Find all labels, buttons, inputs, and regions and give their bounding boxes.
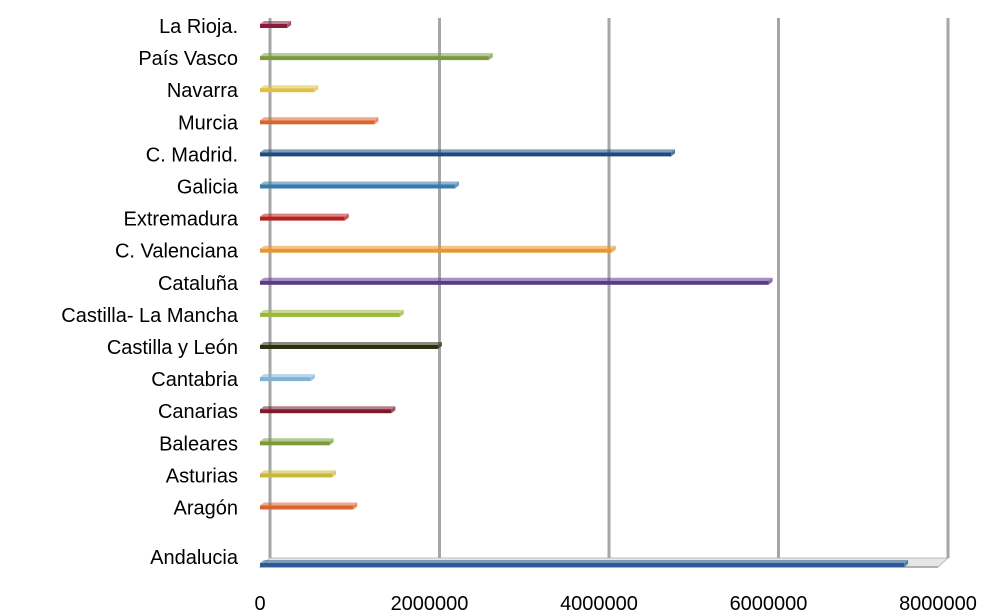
bar-end-11 — [454, 181, 459, 189]
bar-end-9 — [611, 245, 616, 253]
bar-top-2 — [260, 470, 337, 474]
bar-front-16 — [260, 24, 288, 28]
x-tick-labels: 0 2000000 4000000 6000000 8000000 — [254, 593, 977, 615]
bar-end-5 — [310, 374, 315, 382]
category-label-4: Canarias — [158, 401, 238, 423]
category-label-13: Murcia — [178, 112, 239, 134]
category-label-16: La Rioja. — [159, 16, 238, 38]
x-tick-label-1: 2000000 — [391, 593, 469, 615]
bar-end-2 — [332, 470, 337, 478]
bar-6 — [260, 342, 442, 349]
bar-front-9 — [260, 248, 612, 253]
bar-front-1 — [260, 505, 354, 510]
x-tick-label-0: 0 — [254, 593, 265, 615]
bar-top-4 — [260, 406, 396, 410]
bar-front-12 — [260, 152, 672, 157]
bar-15 — [260, 53, 493, 61]
gridlines — [268, 18, 950, 558]
category-label-10: Extremadura — [124, 209, 239, 231]
bar-top-12 — [260, 149, 676, 153]
bar-front-10 — [260, 216, 345, 221]
bar-end-16 — [287, 21, 292, 28]
bar-end-3 — [329, 438, 334, 446]
bar-top-6 — [260, 342, 442, 345]
bar-front-11 — [260, 184, 455, 189]
category-label-3: Baleares — [159, 433, 238, 455]
bar-2 — [260, 470, 337, 478]
bar-front-4 — [260, 409, 392, 414]
bar-front-5 — [260, 377, 311, 382]
bar-top-9 — [260, 245, 616, 249]
bar-12 — [260, 149, 676, 157]
bar-top-0 — [260, 560, 909, 563]
bar-9 — [260, 245, 616, 253]
bar-14 — [260, 85, 319, 93]
bars — [260, 21, 909, 567]
bar-5 — [260, 374, 315, 382]
bar-front-7 — [260, 312, 400, 317]
category-label-1: Aragón — [174, 498, 239, 520]
category-label-6: Castilla y León — [107, 337, 238, 359]
category-label-15: País Vasco — [138, 48, 238, 70]
x-tick-label-4: 8000000 — [899, 593, 977, 615]
bar-front-3 — [260, 441, 330, 446]
bar-end-10 — [344, 213, 349, 221]
bar-top-3 — [260, 438, 334, 442]
category-label-5: Cantabria — [151, 369, 239, 391]
bar-7 — [260, 309, 404, 317]
bar-end-8 — [768, 277, 773, 285]
bar-front-6 — [260, 345, 438, 349]
category-label-7: Castilla- La Mancha — [61, 305, 239, 327]
bar-end-6 — [437, 342, 442, 349]
category-label-11: Galicia — [177, 177, 239, 199]
bar-top-1 — [260, 502, 358, 506]
category-labels: Andalucia Aragón Asturias Baleares Canarias C… — [61, 16, 239, 569]
bar-end-14 — [314, 85, 319, 93]
bar-top-16 — [260, 21, 292, 24]
category-label-8: Cataluña — [158, 273, 239, 295]
bar-end-0 — [904, 560, 909, 567]
bar-13 — [260, 117, 379, 125]
bar-end-15 — [488, 53, 493, 61]
bar-16 — [260, 21, 292, 28]
bar-8 — [260, 277, 773, 285]
bar-3 — [260, 438, 334, 446]
bar-front-0 — [260, 563, 905, 567]
bar-11 — [260, 181, 459, 189]
bar-top-11 — [260, 181, 459, 185]
x-tick-label-2: 4000000 — [560, 593, 638, 615]
bar-front-14 — [260, 88, 315, 93]
category-label-14: Navarra — [167, 80, 239, 102]
bar-1 — [260, 502, 358, 510]
bar-4 — [260, 406, 396, 414]
bar-end-12 — [671, 149, 676, 157]
bar-front-8 — [260, 280, 769, 285]
bar-top-10 — [260, 213, 349, 217]
bar-0 — [260, 560, 909, 567]
bar-10 — [260, 213, 349, 221]
bar-top-15 — [260, 53, 493, 57]
bar-top-13 — [260, 117, 379, 121]
category-label-0: Andalucia — [150, 547, 239, 569]
bar-front-13 — [260, 120, 375, 125]
bar-front-15 — [260, 56, 489, 61]
bar-end-4 — [391, 406, 396, 414]
bar-top-8 — [260, 277, 773, 281]
bar-end-1 — [353, 502, 358, 510]
bar-top-7 — [260, 309, 404, 313]
x-tick-label-3: 6000000 — [730, 593, 808, 615]
category-label-2: Asturias — [166, 465, 238, 487]
category-label-9: C. Valenciana — [115, 241, 239, 263]
bar-end-13 — [374, 117, 379, 125]
category-label-12: C. Madrid. — [146, 144, 238, 166]
bar-front-2 — [260, 473, 333, 478]
bar-end-7 — [399, 309, 404, 317]
bar-top-5 — [260, 374, 315, 378]
bar-top-14 — [260, 85, 319, 89]
